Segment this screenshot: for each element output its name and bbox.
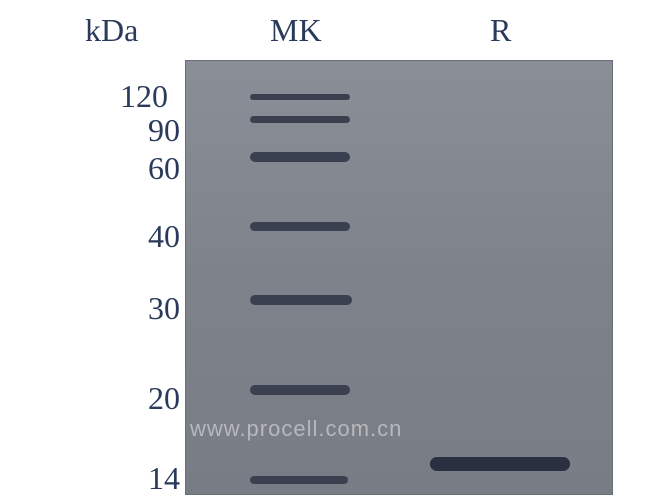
- marker-band-20: [250, 385, 350, 395]
- marker-band-90: [250, 116, 350, 123]
- unit-label: kDa: [85, 12, 138, 49]
- marker-label-40: 40: [110, 218, 180, 255]
- marker-label-30: 30: [110, 290, 180, 327]
- marker-band-60: [250, 152, 350, 162]
- marker-band-120: [250, 94, 350, 100]
- marker-label-90: 90: [110, 112, 180, 149]
- lane-label-mk: MK: [270, 12, 322, 49]
- marker-label-20: 20: [110, 380, 180, 417]
- gel-container: kDa MK R 1209060 40 30 20 14 www.procell.com…: [0, 0, 670, 500]
- marker-label-60: 60: [110, 150, 180, 187]
- watermark: www.procell.com.cn: [190, 416, 402, 442]
- marker-label-14: 14: [110, 460, 180, 497]
- marker-band-40: [250, 222, 350, 231]
- marker-label-120: 120: [98, 78, 168, 115]
- marker-band-14: [250, 476, 348, 484]
- sample-band-R: [430, 457, 570, 471]
- lane-label-r: R: [490, 12, 511, 49]
- marker-band-30: [250, 295, 352, 305]
